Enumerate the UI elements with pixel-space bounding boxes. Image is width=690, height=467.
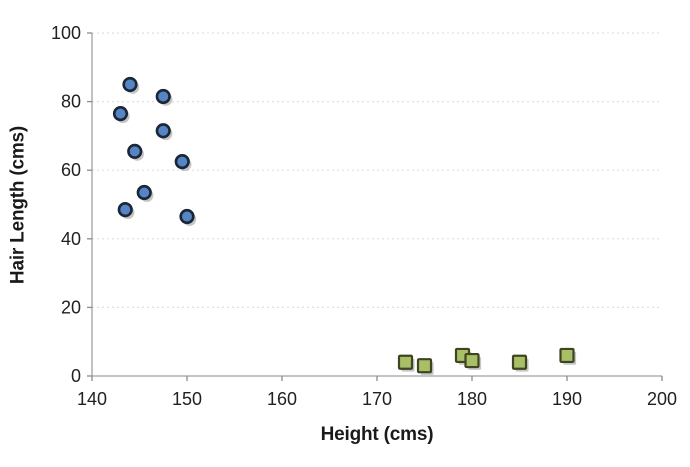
- x-tick-label: 170: [362, 389, 392, 409]
- data-point-squares: [416, 358, 433, 374]
- data-point-squares: [397, 354, 414, 370]
- data-point-circles: [112, 106, 129, 122]
- y-tick-label: 60: [61, 160, 81, 180]
- x-tick-label: 180: [457, 389, 487, 409]
- data-point-circles: [174, 154, 190, 170]
- data-point-squares: [559, 347, 575, 364]
- y-tick-label: 40: [61, 229, 81, 249]
- y-tick-label: 100: [51, 23, 81, 43]
- data-point-circles: [179, 208, 195, 225]
- data-point-squares: [511, 354, 528, 370]
- y-tick-label: 20: [61, 297, 81, 317]
- data-point-squares: [464, 352, 480, 369]
- x-axis-title: Height (cms): [320, 424, 434, 445]
- data-point-circles: [122, 76, 138, 93]
- x-tick-label: 140: [77, 389, 107, 409]
- data-point-circles: [155, 88, 171, 105]
- y-tick-label: 0: [71, 366, 81, 386]
- x-tick-label: 200: [647, 389, 677, 409]
- x-tick-label: 150: [172, 389, 202, 409]
- y-axis-title: Hair Length (cms): [7, 125, 29, 285]
- data-point-circles: [127, 143, 143, 159]
- data-point-circles: [117, 202, 133, 218]
- x-tick-label: 190: [552, 389, 582, 409]
- data-point-circles: [136, 184, 152, 201]
- x-tick-label: 160: [267, 389, 297, 409]
- data-point-circles: [155, 123, 171, 139]
- y-tick-label: 80: [61, 92, 81, 112]
